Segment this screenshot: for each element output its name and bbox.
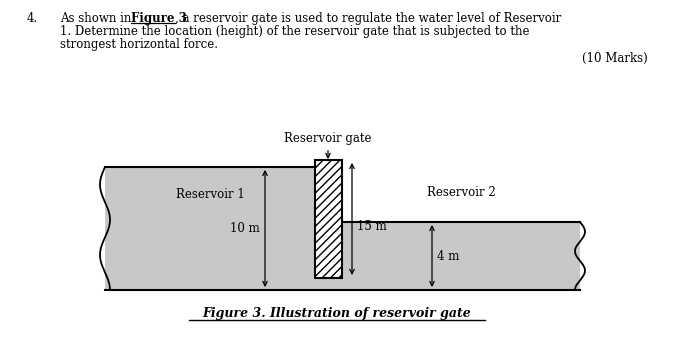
Text: Reservoir 1: Reservoir 1 xyxy=(176,188,244,201)
Bar xyxy=(105,167,315,278)
Text: Figure 3: Figure 3 xyxy=(131,12,187,25)
Bar xyxy=(315,160,342,278)
Bar xyxy=(342,222,580,278)
Text: 15 m: 15 m xyxy=(357,220,387,233)
Text: strongest horizontal force.: strongest horizontal force. xyxy=(60,38,218,51)
Text: (10 Marks): (10 Marks) xyxy=(583,52,648,65)
Bar xyxy=(105,278,580,290)
Text: Figure 3. Illustration of reservoir gate: Figure 3. Illustration of reservoir gate xyxy=(202,307,471,320)
Text: , a reservoir gate is used to regulate the water level of Reservoir: , a reservoir gate is used to regulate t… xyxy=(175,12,561,25)
Text: 10 m: 10 m xyxy=(230,221,260,234)
Text: 1. Determine the location (height) of the reservoir gate that is subjected to th: 1. Determine the location (height) of th… xyxy=(60,25,529,38)
Text: 4.: 4. xyxy=(27,12,38,25)
Text: Reservoir gate: Reservoir gate xyxy=(284,132,372,145)
Text: As shown in: As shown in xyxy=(60,12,135,25)
Text: 4 m: 4 m xyxy=(437,250,460,263)
Text: Reservoir 2: Reservoir 2 xyxy=(427,185,495,199)
